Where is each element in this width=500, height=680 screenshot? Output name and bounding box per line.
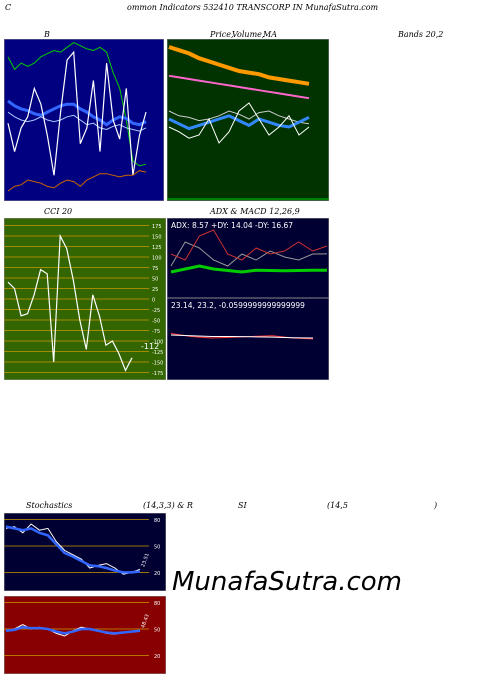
bands-label: Bands 20,2 bbox=[398, 30, 444, 39]
rsi-chart: 80 50 20 48.43 bbox=[4, 596, 166, 674]
rsi-tick-label: 20 bbox=[154, 654, 160, 660]
cci-tick-label: 175 bbox=[152, 224, 162, 230]
bollinger-chart bbox=[4, 39, 164, 201]
cci-tick-label: -125 bbox=[152, 350, 163, 356]
header-c: C bbox=[5, 3, 12, 12]
cci-tick-label: -50 bbox=[152, 319, 160, 325]
rsi-close-paren: ) bbox=[434, 501, 438, 510]
adx-values: ADX: 8.57 +DY: 14.04 -DY: 16.67 bbox=[171, 221, 293, 230]
cci-tick-label: -75 bbox=[152, 329, 160, 335]
stoch-tick-label: 20 bbox=[154, 571, 160, 577]
macd-signal-line bbox=[170, 334, 314, 339]
price-ma-blue-line bbox=[168, 114, 310, 131]
bollinger-background bbox=[4, 39, 164, 201]
stoch-slow-line bbox=[5, 525, 141, 574]
cci-tick-label: -25 bbox=[152, 308, 160, 314]
adx-plus-di-line bbox=[170, 241, 328, 267]
stoch-label: Stochastics bbox=[26, 501, 73, 510]
rsi-params: (14,5 bbox=[327, 501, 348, 510]
cci-tick-label: 0 bbox=[152, 298, 155, 304]
cci-label: CCI 20 bbox=[44, 207, 73, 216]
cci-line bbox=[7, 233, 133, 372]
adx-background bbox=[167, 218, 329, 298]
macd-chart: 23.14, 23.2, -0.0599999999999999 bbox=[167, 298, 329, 380]
adx-chart: ADX: 8.57 +DY: 14.04 -DY: 16.67 bbox=[167, 218, 329, 298]
cci-tick-label: -175 bbox=[152, 371, 163, 377]
cci-chart: 175 150 125 100 75 50 25 0 -25 -50 -75 -100 -125 -150… bbox=[4, 218, 166, 380]
price-chart bbox=[167, 39, 329, 201]
cci-last-value: -112 bbox=[141, 342, 159, 351]
cci-tick-label: 100 bbox=[152, 256, 162, 262]
volume-label: Volume, bbox=[232, 30, 265, 39]
price-ma-mid-line bbox=[168, 74, 310, 100]
adx-minus-di-line bbox=[170, 229, 328, 261]
rsi-background bbox=[4, 596, 166, 674]
cci-tick-label: 50 bbox=[152, 277, 158, 283]
header-title: ommon Indicators 532410 TRANSCORP IN Mun… bbox=[127, 3, 379, 12]
bb-lower-line bbox=[7, 111, 147, 132]
rsi-tick-label: 80 bbox=[154, 601, 160, 607]
cci-tick-label: 125 bbox=[152, 245, 162, 251]
macd-background bbox=[167, 298, 329, 380]
rsi-last-value: 48.43 bbox=[140, 614, 151, 630]
rsi-slow-line bbox=[5, 625, 141, 635]
bollinger-label: B bbox=[44, 30, 50, 39]
si-label: SI bbox=[238, 501, 247, 510]
macd-values: 23.14, 23.2, -0.0599999999999999 bbox=[171, 301, 305, 310]
cci-tick-label: 150 bbox=[152, 235, 162, 241]
cci-tick-label: 75 bbox=[152, 266, 158, 272]
price-ma-short-line bbox=[168, 110, 310, 125]
stoch-params: (14,3,3) & R bbox=[143, 501, 193, 510]
stoch-last-value: 23.51 bbox=[140, 552, 151, 568]
price-label: Price, bbox=[210, 30, 234, 39]
cci-tick-label: -150 bbox=[152, 361, 163, 367]
stochastics-chart: 80 50 20 23.51 bbox=[4, 513, 166, 591]
ma-label: MA bbox=[263, 30, 277, 39]
adx-line bbox=[170, 264, 328, 274]
bb-upper-line bbox=[7, 42, 147, 167]
cci-tick-label: -100 bbox=[152, 340, 163, 346]
price-ma-long-line bbox=[168, 45, 310, 86]
rsi-tick-label: 50 bbox=[154, 628, 160, 634]
bb-price-line bbox=[7, 50, 147, 176]
stochastics-background bbox=[4, 513, 166, 591]
bb-volume-line bbox=[7, 170, 147, 192]
stoch-tick-label: 50 bbox=[154, 545, 160, 551]
cci-tick-label: 25 bbox=[152, 287, 158, 293]
stoch-tick-label: 80 bbox=[154, 518, 160, 524]
adx-macd-label: ADX & MACD 12,26,9 bbox=[210, 207, 300, 216]
price-close-line bbox=[168, 102, 310, 144]
brand-watermark: MunafaSutra.com bbox=[172, 567, 403, 597]
